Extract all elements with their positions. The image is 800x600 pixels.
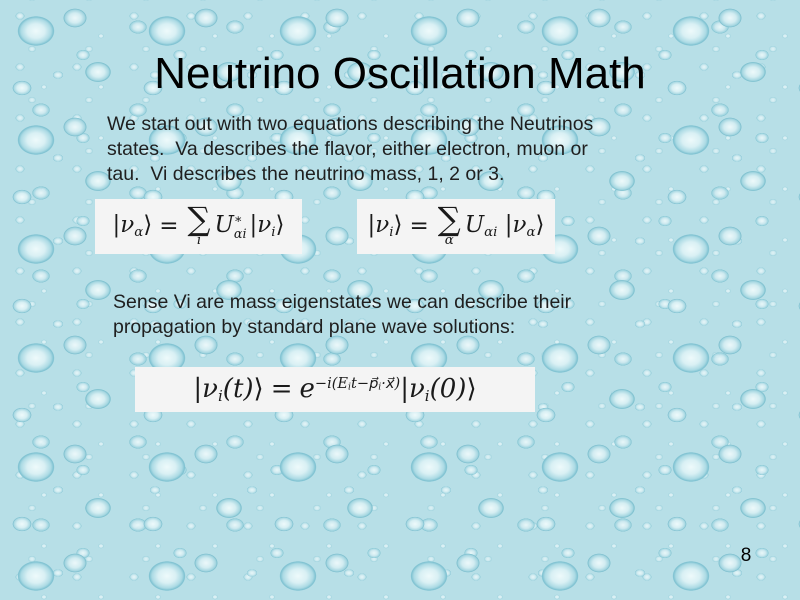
propagation-paragraph: Sense Vi are mass eigenstates we can des… bbox=[113, 290, 571, 340]
propagation-line-2: propagation by standard plane wave solut… bbox=[113, 316, 516, 338]
equation-mass-expansion: |νi⟩ = ∑ α Uαi |να⟩ bbox=[357, 199, 555, 254]
page-number: 8 bbox=[740, 545, 752, 566]
intro-paragraph: We start out with two equations describi… bbox=[107, 112, 593, 187]
propagation-line-1: Sense Vi are mass eigenstates we can des… bbox=[113, 291, 572, 313]
equation-flavor-expansion: |να⟩ = ∑ i U ∗ αi |νi⟩ bbox=[95, 199, 302, 254]
vector-p: p⃗ bbox=[369, 374, 379, 392]
equation-text: |νi⟩ = ∑ α Uαi |να⟩ bbox=[367, 200, 545, 249]
equation-text: |να⟩ = ∑ i U ∗ αi |νi⟩ bbox=[112, 200, 285, 249]
intro-line-3: tau. Vi describes the neutrino mass, 1, … bbox=[107, 163, 505, 185]
intro-line-2: states. Va describes the flavor, either … bbox=[107, 138, 588, 160]
intro-line-1: We start out with two equations describi… bbox=[107, 113, 594, 135]
exponent: −i(Eit−p⃗i·x⃗) bbox=[314, 374, 401, 393]
summation-symbol: ∑ i bbox=[187, 200, 211, 249]
vector-x: x⃗ bbox=[385, 374, 395, 392]
summation-symbol: ∑ α bbox=[437, 200, 461, 249]
matrix-scripts: ∗ αi bbox=[233, 210, 247, 241]
equation-text: |νi(t)⟩ = e−i(Eit−p⃗i·x⃗)|νi(0)⟩ bbox=[193, 373, 477, 406]
equation-plane-wave: |νi(t)⟩ = e−i(Eit−p⃗i·x⃗)|νi(0)⟩ bbox=[135, 367, 535, 412]
slide-title: Neutrino Oscillation Math bbox=[154, 49, 646, 98]
